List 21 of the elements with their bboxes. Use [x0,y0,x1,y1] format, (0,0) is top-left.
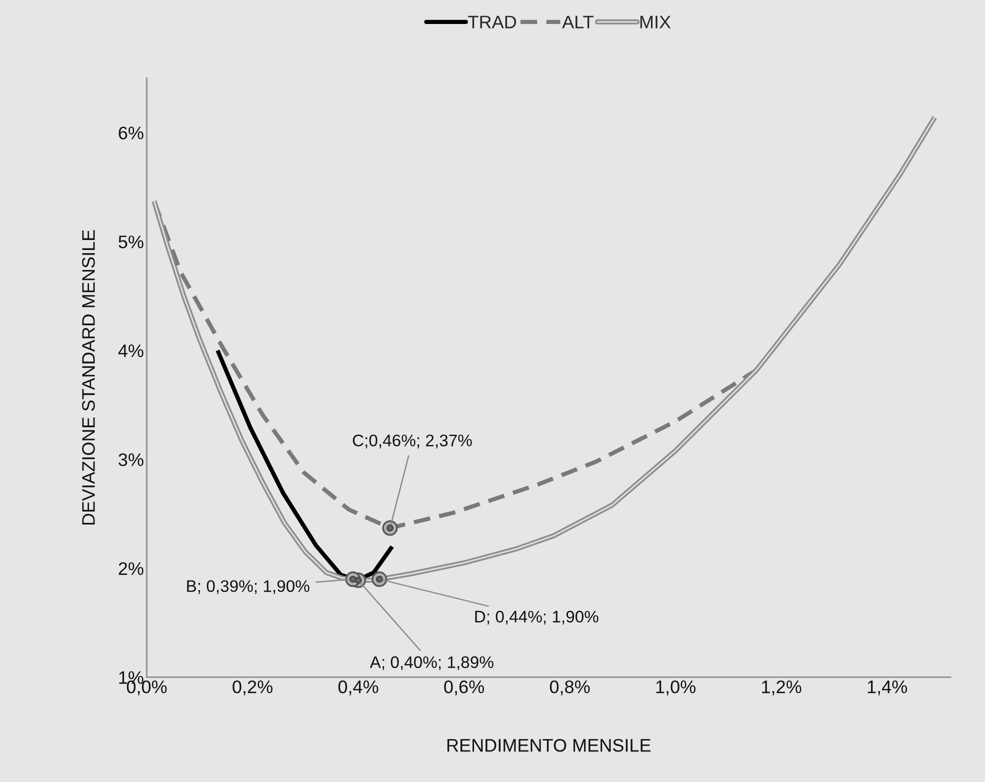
annotation: B; 0,39%; 1,90% [187,580,310,594]
x-tick-label: 1,0% [656,680,696,696]
y-tick-label: 6% [118,126,144,140]
legend-label: MIX [640,16,671,28]
x-tick-label: 0,6% [444,680,484,696]
x-axis-title: RENDIMENTO MENSILE [447,738,651,752]
annotation: D; 0,44%; 1,90% [475,610,598,625]
y-tick-label: 3% [118,453,144,466]
legend-label: ALT [562,16,594,28]
x-tick-label: 0,2% [232,680,272,696]
y-tick-label: 4% [118,344,144,358]
y-tick-label: 2% [118,562,144,575]
y-tick-label: 5% [118,236,144,248]
x-tick-label: 1,2% [762,680,802,696]
y-axis-title: DEVIAZIONE STANDARD MENSILE [82,230,95,525]
annotation: C;0,46%; 2,37% [352,434,472,448]
x-tick-label: 0,8% [550,680,590,696]
legend-label: TRAD [468,16,516,28]
x-tick-label: 1,4% [868,680,908,696]
x-tick-label: 0,4% [338,680,378,696]
annotation: A; 0,40%; 1,89% [370,656,494,670]
